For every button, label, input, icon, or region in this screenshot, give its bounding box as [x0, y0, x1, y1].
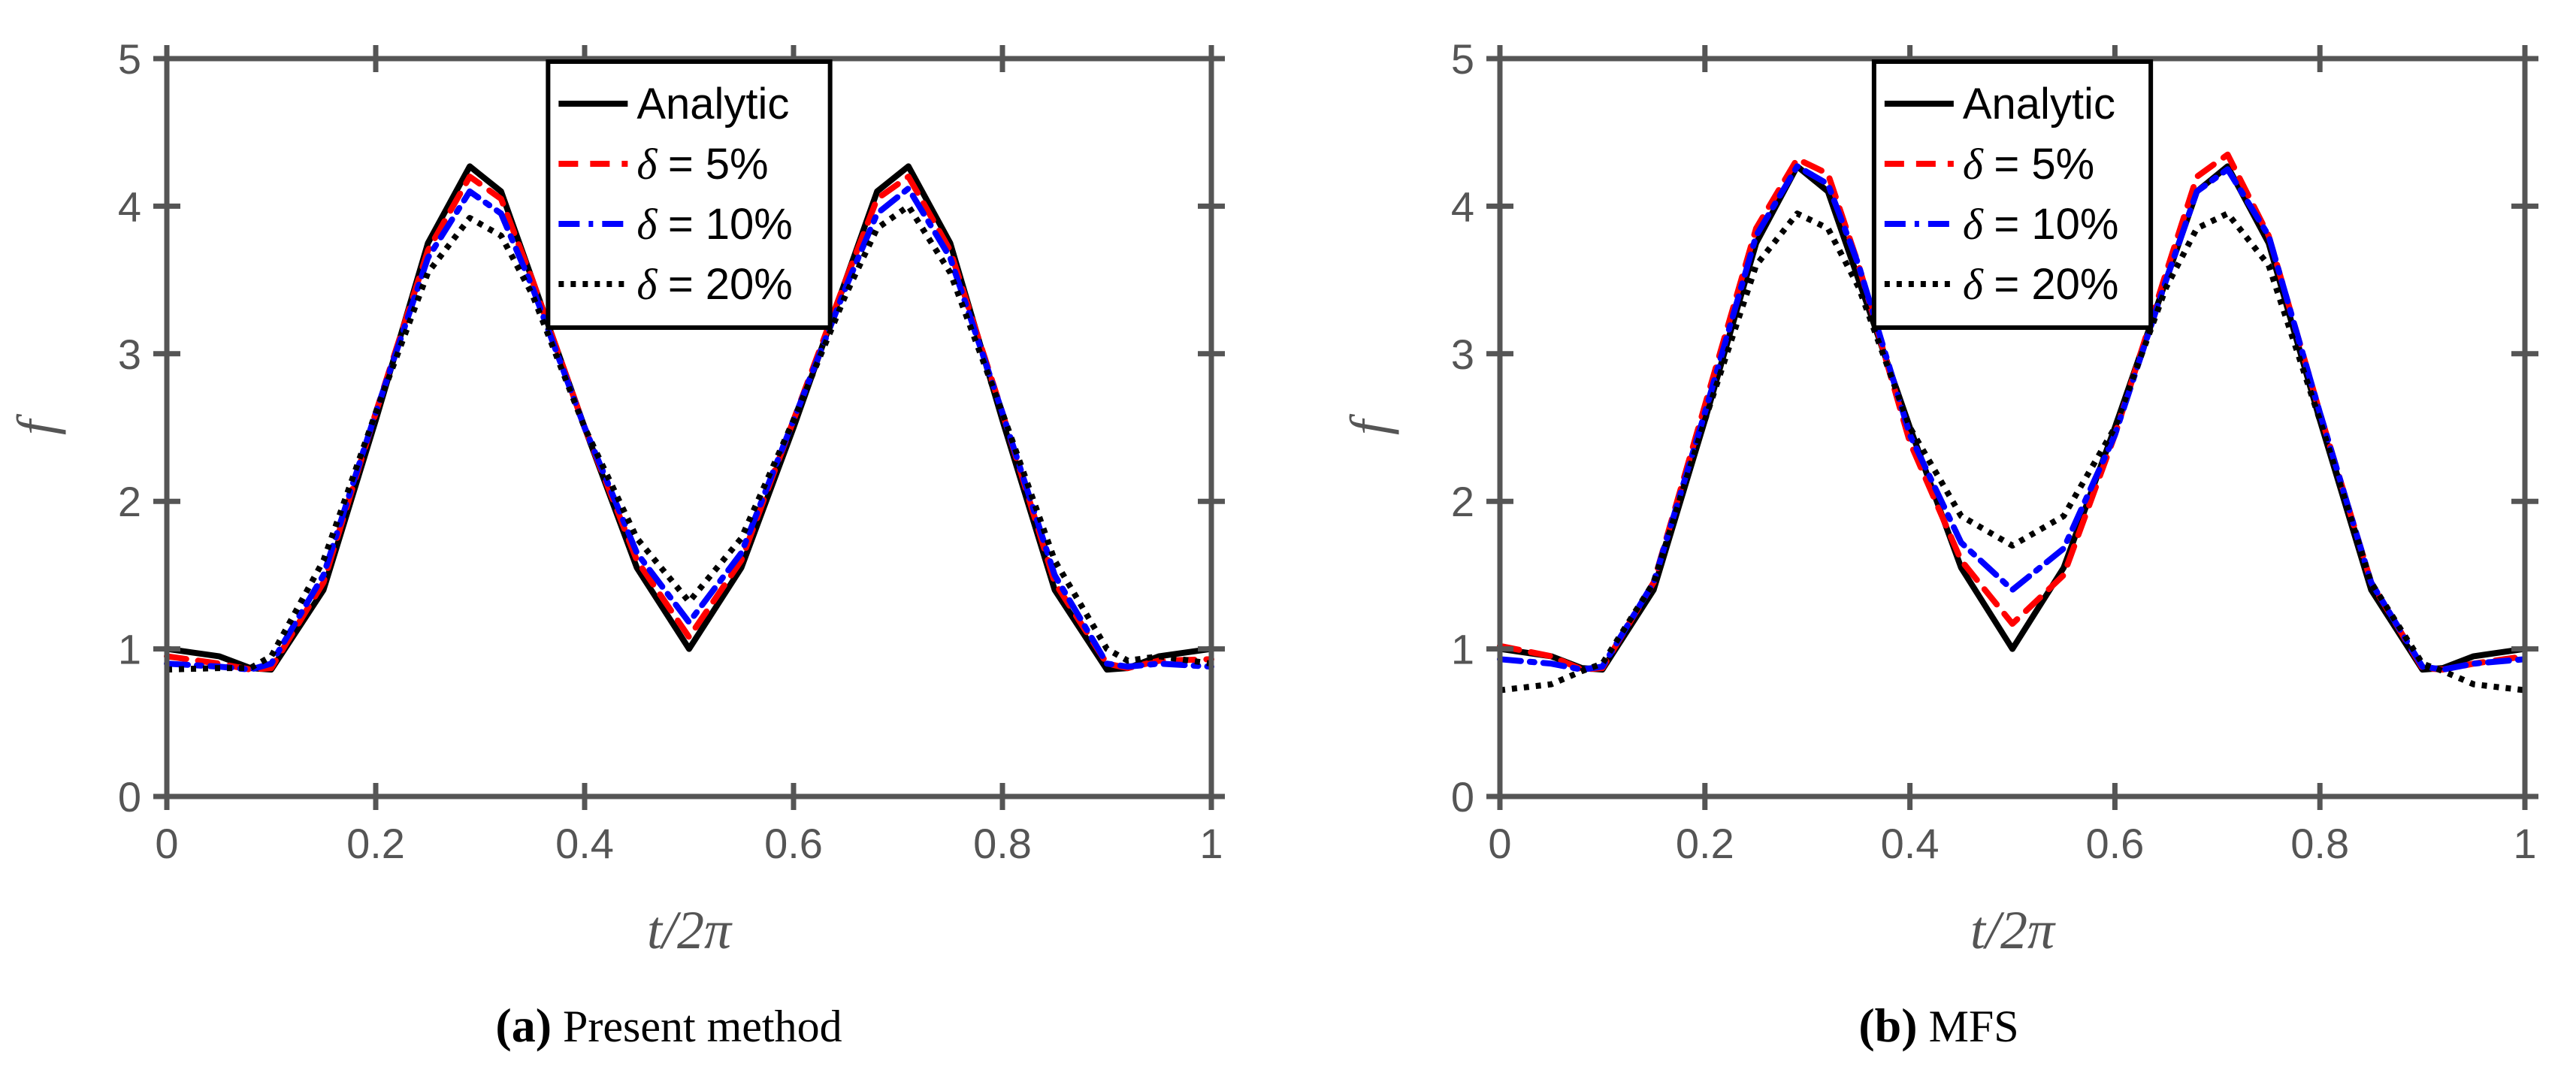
y-tick-label: 0 — [1451, 773, 1474, 821]
x-tick-label: 0.4 — [1881, 820, 1940, 867]
series-group — [164, 163, 1214, 673]
legend-text: = 20% — [1994, 260, 2118, 309]
x-tick-label: 1 — [1199, 820, 1223, 867]
y-tick-label: 4 — [1451, 183, 1474, 230]
x-tick-label: 0 — [1488, 820, 1511, 867]
x-tick-label: 0.2 — [1676, 820, 1734, 867]
axes-box — [164, 56, 1214, 799]
legend-text: Analytic — [1963, 80, 2115, 128]
x-tick-label: 0 — [155, 820, 178, 867]
legend-text: Analytic — [636, 80, 789, 128]
series-line-2 — [1497, 163, 2528, 673]
series-line-3 — [166, 203, 1212, 673]
x-tick-label: 0.2 — [346, 820, 405, 867]
series-line-0 — [164, 163, 1214, 673]
caption-a-label: a — [511, 999, 536, 1052]
x-tick-label: 0.8 — [973, 820, 1032, 867]
y-tick-label: 4 — [118, 183, 141, 230]
legend-text: = 10% — [1994, 200, 2118, 249]
legend-label-2: δ = 10% — [636, 200, 793, 249]
series-line-0 — [1497, 163, 2528, 673]
caption-a-text: Present method — [563, 1002, 842, 1051]
x-tick-label: 0.8 — [2290, 820, 2349, 867]
x-tick-label: 0.4 — [555, 820, 614, 867]
series-line-3 — [1499, 210, 2526, 694]
y-tick-label: 1 — [1451, 626, 1474, 673]
legend-text: = 10% — [668, 200, 793, 249]
legend-label-3: δ = 20% — [636, 260, 793, 309]
caption-b-text: MFS — [1928, 1002, 2019, 1051]
legend-delta-symbol: δ — [1963, 140, 1994, 189]
x-axis-label: t/2π — [647, 900, 733, 960]
y-tick-label: 2 — [118, 478, 141, 525]
legend-label-0: Analytic — [636, 80, 789, 128]
y-tick-label: 5 — [118, 35, 141, 83]
y-axis-label: f — [1339, 413, 1399, 435]
legend-delta-symbol: δ — [1963, 260, 1994, 309]
y-tick-label: 0 — [118, 773, 141, 821]
caption-b-label: b — [1874, 999, 1902, 1052]
x-axis-label: t/2π — [1970, 900, 2056, 960]
caption-b: (b) MFS — [1858, 999, 2019, 1052]
legend-label-2: δ = 10% — [1963, 200, 2119, 249]
legend-label-0: Analytic — [1963, 80, 2115, 128]
legend-delta-symbol: δ — [1963, 200, 1994, 249]
caption-a: (a) Present method — [495, 999, 842, 1052]
y-tick-label: 1 — [118, 626, 141, 673]
y-tick-label: 3 — [1451, 331, 1474, 378]
series-group — [1497, 151, 2528, 694]
legend-label-3: δ = 20% — [1963, 260, 2119, 309]
x-tick-label: 0.6 — [2085, 820, 2144, 867]
y-tick-label: 5 — [1451, 35, 1474, 83]
y-tick-label: 2 — [1451, 478, 1474, 525]
series-line-1 — [164, 174, 1214, 673]
legend-delta-symbol: δ — [636, 260, 667, 309]
x-tick-label: 1 — [2513, 820, 2536, 867]
legend-delta-symbol: δ — [636, 200, 667, 249]
legend-label-1: δ = 5% — [1963, 140, 2094, 189]
legend-text: = 5% — [668, 140, 769, 189]
axes-box — [1497, 56, 2528, 799]
legend-label-1: δ = 5% — [636, 140, 768, 189]
legend-delta-symbol: δ — [636, 140, 667, 189]
y-tick-label: 3 — [118, 331, 141, 378]
legend-text: = 5% — [1994, 140, 2094, 189]
y-axis-label: f — [6, 413, 66, 435]
x-tick-label: 0.6 — [764, 820, 823, 867]
legend-text: = 20% — [668, 260, 793, 309]
series-line-2 — [164, 185, 1214, 673]
